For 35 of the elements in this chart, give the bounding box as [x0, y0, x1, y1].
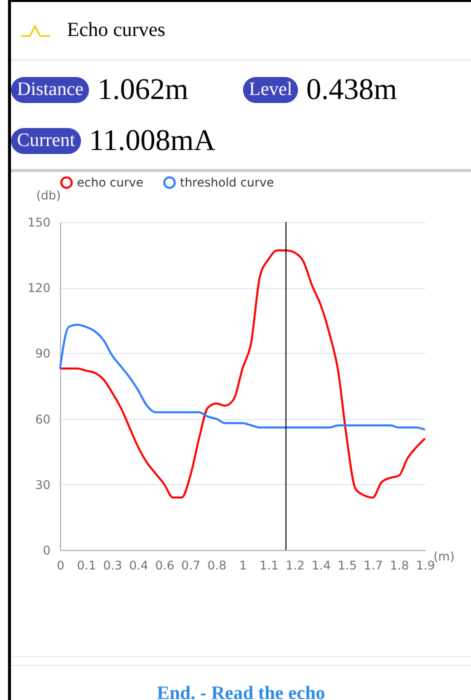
text: 11.008mA [89, 124, 216, 157]
legend-label: threshold curve [180, 176, 274, 190]
x-tick-label: 0.3 [103, 558, 122, 572]
y-tick-label: 90 [35, 346, 50, 361]
x-tick-label: 1.8 [390, 558, 409, 572]
text: Level [243, 77, 298, 103]
line-series [59, 249, 426, 499]
x-tick-label: 0 [56, 558, 64, 572]
x-axis-title: (m) [434, 550, 455, 564]
y-tick-label: 150 [28, 216, 50, 230]
y-tick-label: 120 [28, 281, 50, 296]
x-tick-label: 1.5 [338, 558, 357, 572]
text: End. - Read the echo [11, 665, 471, 700]
x-tick-label: 1.7 [364, 558, 383, 572]
x-tick-label: 0.8 [207, 558, 226, 572]
text: Current [11, 128, 82, 154]
x-tick-label: 1.4 [312, 558, 331, 572]
text: Distance [11, 77, 90, 103]
y-tick-label: 30 [35, 478, 50, 492]
text: 1.062m [97, 73, 188, 106]
x-tick-label: 1.1 [260, 558, 279, 572]
x-tick-label: 1 [239, 558, 247, 572]
x-tick-label: 0.6 [155, 558, 174, 572]
line-series [59, 324, 426, 431]
chart-title: Echo curves [67, 19, 166, 42]
y-tick-label: 60 [35, 412, 50, 426]
x-tick-label: 0.4 [129, 558, 148, 572]
legend-label: echo curve [77, 176, 144, 190]
y-axis-title: (db) [36, 188, 61, 202]
x-tick-label: 0.1 [77, 558, 96, 572]
x-tick-label: 0.7 [181, 558, 200, 572]
y-tick-label: 0 [42, 544, 50, 558]
x-tick-label: 1.2 [286, 558, 305, 572]
x-tick-label: 1.9 [416, 558, 436, 572]
text: 0.438m [306, 73, 398, 106]
